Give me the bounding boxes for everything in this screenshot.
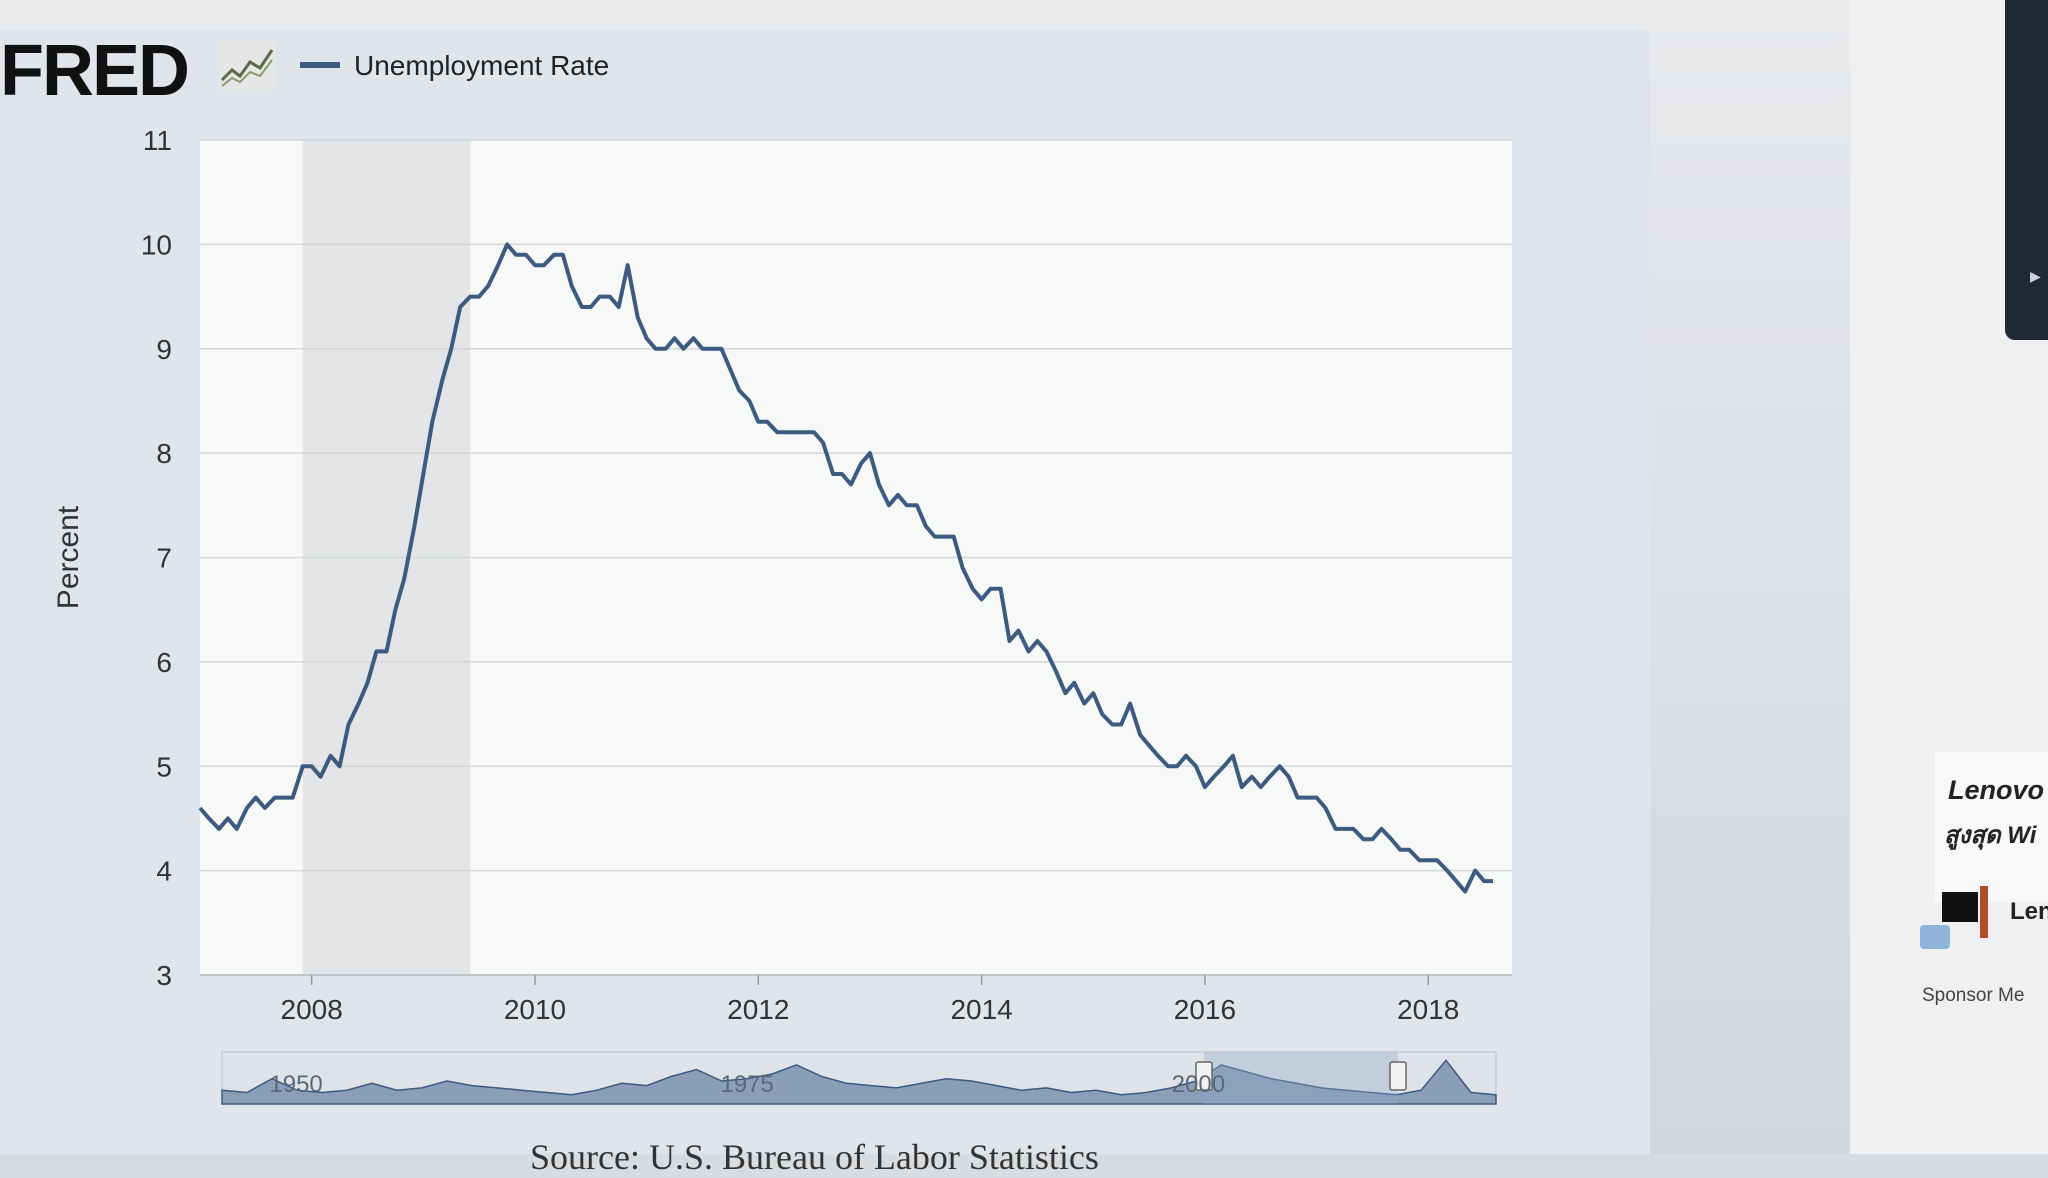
y-tick-label: 6 [156, 647, 172, 678]
ad-badge-icon [1920, 925, 1950, 949]
y-axis-label: Percent [52, 505, 85, 609]
navigator-label: 2000 [1172, 1071, 1225, 1098]
navigator-handle[interactable] [1195, 1061, 1213, 1091]
ad-title[interactable]: Lenovo [1948, 775, 2045, 805]
fred-logo[interactable]: FRED [0, 31, 190, 111]
y-tick-label: 4 [156, 856, 172, 887]
navigator-selection[interactable] [1204, 1052, 1398, 1104]
ad-brand-label[interactable]: Len [2010, 898, 2048, 925]
series-line[interactable] [198, 242, 1493, 894]
source-note: Source: U.S. Bureau of Labor Statistics [530, 1137, 1099, 1177]
ad-product-image-accent [1980, 886, 1988, 938]
y-tick-label: 8 [156, 438, 172, 469]
y-tick-label: 10 [141, 229, 172, 260]
fred-graph-icon [218, 40, 276, 92]
y-tick-label: 3 [156, 960, 172, 991]
y-tick-label: 7 [156, 543, 172, 574]
x-tick-label: 2008 [281, 994, 343, 1025]
navigator-handle[interactable] [1389, 1061, 1407, 1091]
x-tick-label: 2012 [727, 994, 789, 1025]
y-tick-label: 11 [143, 125, 172, 156]
ad-card[interactable] [1935, 752, 2048, 902]
y-tick-label: 5 [156, 751, 172, 782]
ad-subtitle: สูงสุด Wi [1944, 822, 2037, 849]
x-tick-label: 2010 [504, 994, 566, 1025]
navigator-label: 1950 [269, 1071, 322, 1098]
x-tick-label: 2018 [1397, 994, 1459, 1025]
legend-swatch [300, 62, 340, 68]
sponsor-label: Sponsor Me [1922, 985, 2025, 1006]
x-tick-label: 2016 [1174, 994, 1236, 1025]
ad-product-image[interactable] [1942, 892, 1978, 922]
navigator-series [221, 1059, 1497, 1105]
y-tick-label: 9 [156, 334, 172, 365]
navigator-label: 1975 [721, 1071, 774, 1098]
chart-svg: 3 4 5 6 7 8 9 10 11 2008 2010 2012 2014 2016 2018 Perce… [52, 125, 1512, 1105]
side-video-thumbnail[interactable]: ▶ [2005, 0, 2048, 340]
legend-label[interactable]: Unemployment Rate [354, 50, 610, 81]
x-tick-label: 2014 [950, 994, 1012, 1025]
play-icon[interactable]: ▶ [2030, 268, 2041, 284]
